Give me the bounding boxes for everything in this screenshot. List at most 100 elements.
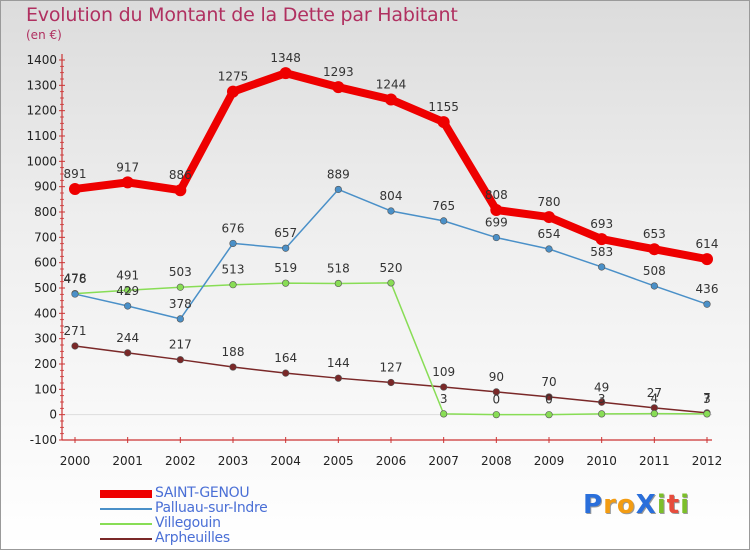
logo-letter: P — [583, 490, 604, 520]
data-label: 476 — [64, 272, 87, 286]
data-point — [387, 378, 395, 387]
data-point — [282, 369, 290, 377]
x-tick-label: 2009 — [534, 454, 565, 468]
data-label: 889 — [327, 167, 350, 181]
data-label: 127 — [380, 360, 403, 374]
data-point — [279, 67, 292, 80]
x-tick-label: 2003 — [218, 454, 249, 468]
x-tick-label: 2004 — [270, 454, 301, 468]
data-label: 519 — [274, 261, 297, 275]
data-point — [229, 239, 237, 248]
data-point — [71, 290, 79, 298]
data-label: 503 — [169, 265, 192, 279]
x-tick-label: 2010 — [586, 454, 617, 468]
x-tick-label: 2002 — [165, 454, 196, 468]
data-label: 7 — [703, 391, 711, 405]
data-point — [174, 184, 187, 197]
y-tick-label: 200 — [34, 357, 57, 371]
data-point — [334, 279, 342, 288]
data-point — [650, 282, 658, 290]
y-tick-label: 100 — [34, 382, 57, 396]
data-label: 676 — [222, 221, 245, 235]
data-point — [124, 286, 132, 294]
data-point — [492, 411, 500, 419]
legend-item: Palluau-sur-Indre — [100, 500, 360, 516]
data-label: 49 — [594, 380, 609, 394]
data-label: 478 — [64, 272, 87, 286]
data-point — [176, 356, 184, 364]
x-tick-label: 2001 — [112, 454, 143, 468]
data-label: 780 — [538, 195, 561, 209]
chart-legend: SAINT-GENOU Palluau-sur-Indre Villegouin Ar… — [100, 485, 360, 546]
y-tick-label: -100 — [30, 433, 57, 447]
data-label: 144 — [327, 356, 350, 370]
data-label: 109 — [432, 365, 455, 379]
data-point — [176, 283, 184, 291]
data-point — [176, 315, 184, 323]
data-label: 653 — [643, 227, 666, 241]
data-label: 583 — [590, 245, 613, 259]
data-point — [71, 342, 79, 350]
x-tick-label: 2005 — [323, 454, 354, 468]
data-point — [545, 245, 553, 253]
legend-item: Villegouin — [100, 515, 360, 531]
data-label: 891 — [64, 167, 87, 181]
data-point — [121, 176, 134, 189]
logo-letter: i — [656, 490, 667, 520]
data-point — [598, 398, 606, 406]
data-label: 90 — [489, 370, 504, 384]
legend-swatch — [100, 523, 152, 525]
data-point — [385, 93, 397, 106]
data-point — [437, 116, 450, 129]
data-point — [440, 217, 448, 225]
logo-letter: o — [616, 490, 636, 520]
data-label: 217 — [169, 338, 192, 352]
y-tick-label: 900 — [34, 180, 57, 194]
data-label: 657 — [274, 226, 297, 240]
chart-title: Evolution du Montant de la Dette par Hab… — [26, 4, 458, 26]
y-tick-label: 800 — [34, 205, 57, 219]
data-point — [598, 410, 606, 418]
data-label: 491 — [116, 268, 139, 282]
data-label: 518 — [327, 261, 350, 275]
y-tick-label: 1300 — [26, 78, 57, 92]
x-tick-label: 2007 — [428, 454, 459, 468]
legend-label: Palluau-sur-Indre — [155, 500, 268, 516]
data-point — [124, 349, 132, 357]
logo-letter: i — [680, 490, 691, 520]
data-label: 654 — [538, 227, 561, 241]
y-tick-label: 1400 — [26, 53, 57, 67]
data-point — [703, 410, 711, 418]
data-label: 1293 — [323, 65, 354, 79]
y-tick-label: 600 — [34, 256, 57, 270]
legend-swatch — [100, 508, 152, 510]
data-label: 513 — [222, 263, 245, 277]
y-tick-label: 0 — [49, 408, 57, 422]
data-point — [69, 182, 81, 195]
data-point — [545, 393, 553, 401]
data-label: 614 — [696, 237, 719, 251]
data-label: 886 — [169, 168, 192, 182]
data-label: 804 — [380, 189, 403, 203]
x-tick-label: 2006 — [376, 454, 407, 468]
data-label: 3 — [703, 392, 711, 406]
data-label: 188 — [222, 345, 245, 359]
logo-letter: r — [603, 490, 617, 520]
data-point — [701, 253, 713, 266]
x-tick-label: 2008 — [481, 454, 512, 468]
data-point — [648, 243, 661, 256]
data-label: 378 — [169, 297, 192, 311]
x-tick-label: 2000 — [60, 454, 91, 468]
logo-letter: X — [635, 490, 657, 520]
data-label: 70 — [541, 375, 556, 389]
data-label: 520 — [380, 261, 403, 275]
data-point — [334, 374, 342, 382]
y-tick-label: 1000 — [26, 154, 57, 168]
data-label: 765 — [432, 199, 455, 213]
data-label: 1348 — [270, 51, 301, 65]
proxiti-logo: ProXiti — [583, 490, 690, 520]
data-point — [227, 85, 239, 98]
data-point — [492, 388, 500, 396]
data-point — [334, 185, 342, 194]
data-point — [332, 81, 345, 94]
